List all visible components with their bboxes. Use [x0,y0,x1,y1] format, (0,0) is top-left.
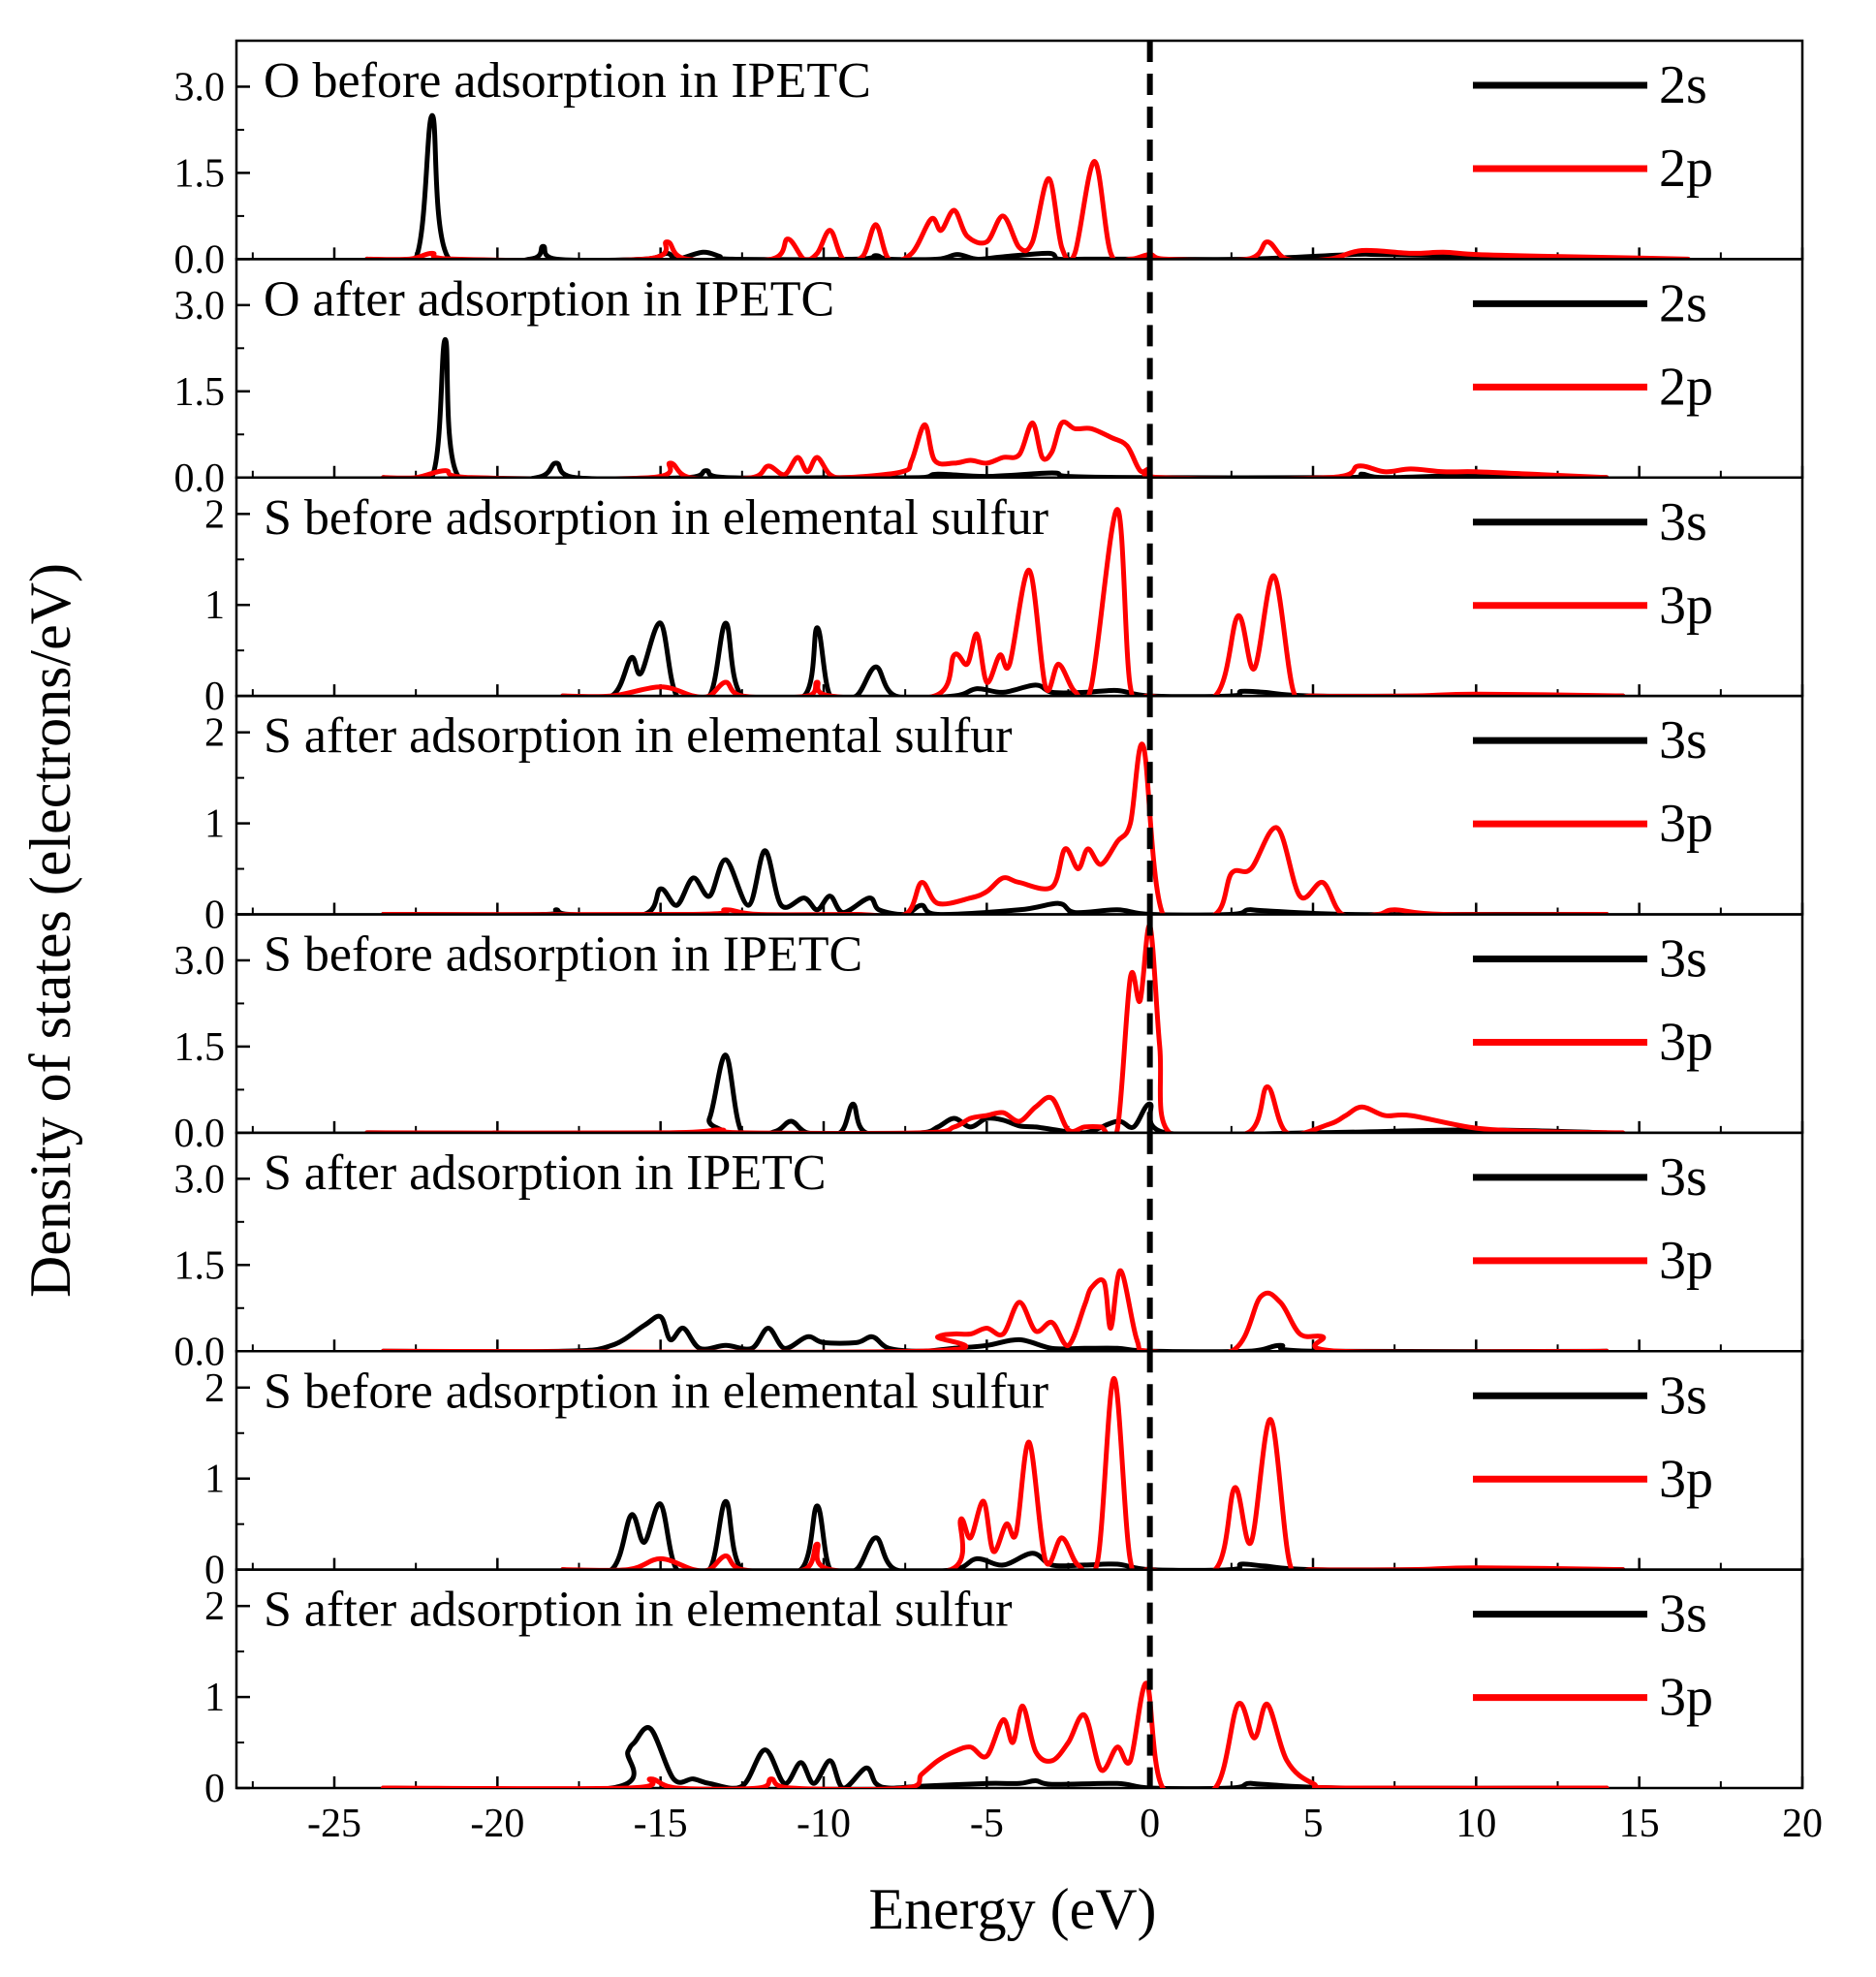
y-tick-label: 1 [204,1676,225,1720]
y-tick-label: 2 [204,711,225,756]
y-tick-label: 1.5 [174,370,226,415]
panel-title: S before adsorption in elemental sulfur [264,1364,1048,1419]
panel-1: 0.0 1.5 3.0 O before adsorption in IPETC 2s 2… [174,39,1804,282]
series-2s-line [381,336,1610,478]
x-tick-label: 0 [1140,1802,1160,1846]
legend-3s-label: 3s [1659,1147,1707,1208]
legend-3p-label: 3p [1659,1013,1713,1073]
y-tick-label: 0 [204,1767,225,1811]
legend-3p-label: 3p [1659,1231,1713,1291]
series-3p-line [381,1680,1610,1788]
y-tick-label: 3.0 [174,939,226,984]
legend-3s-label: 3s [1659,929,1707,989]
series-3p-line [560,507,1626,697]
series-3p-line [560,1375,1626,1570]
x-tick-label: 20 [1782,1802,1823,1846]
y-tick-label: 0 [204,675,225,719]
panel-title: S after adsorption in elemental sulfur [264,708,1013,764]
x-axis-label: Energy (eV) [868,1877,1156,1941]
series-3s-line [381,1725,1610,1788]
x-axis: -25 -20 -15 -10 -5 0 5 10 15 20 [307,1802,1823,1846]
y-tick-label: 0.0 [174,1112,226,1156]
x-tick-label: -10 [797,1802,851,1846]
x-tick-label: -20 [470,1802,524,1846]
legend-2s-label: 2s [1659,55,1707,115]
y-tick-label: 3.0 [174,1157,226,1202]
panel-8: 0 1 2 S after adsorption in elemental sulfu… [204,1568,1804,1811]
y-tick-label: 0.0 [174,237,226,282]
x-tick-label: 15 [1619,1802,1660,1846]
y-tick-label: 1.5 [174,1025,226,1070]
y-tick-label: 0 [204,894,225,938]
panel-title: S after adsorption in elemental sulfur [264,1583,1013,1638]
y-axis-label: Density of states (electrons/eV) [18,563,82,1298]
panel-4: 0 1 2 S after adsorption in elemental sulfu… [204,694,1804,938]
y-tick-label: 1 [204,1458,225,1502]
series-3s-line [381,1313,1610,1352]
legend-3s-label: 3s [1659,1585,1707,1645]
x-tick-label: -25 [307,1802,361,1846]
series-3p-line [381,1268,1610,1352]
series-3p-line [364,923,1626,1133]
series-3p-line [381,741,1610,915]
series-3s-line [364,1052,1610,1133]
y-tick-label: 2 [204,1366,225,1411]
y-tick-label: 0.0 [174,1330,226,1374]
legend-2p-label: 2p [1659,139,1713,199]
series-2s-line [364,112,1674,260]
y-tick-label: 2 [204,1585,225,1629]
panel-5: 0.0 1.5 3.0 S before adsorption in IPETC 3s 3… [174,913,1804,1156]
series-2p-line [381,419,1610,478]
y-tick-label: 1 [204,802,225,847]
panel-title: S after adsorption in IPETC [264,1145,827,1201]
panel-title: S before adsorption in IPETC [264,927,862,983]
panel-frame [234,1568,1804,1790]
legend-3p-label: 3p [1659,1668,1713,1728]
x-tick-label: -15 [634,1802,688,1846]
x-tick-label: 10 [1455,1802,1496,1846]
y-tick-label: 1 [204,583,225,628]
panel-2: 0.0 1.5 3.0 O after adsorption in IPETC 2s 2p [174,258,1804,501]
panel-title: O before adsorption in IPETC [264,53,871,109]
panel-title: O after adsorption in IPETC [264,271,834,327]
panel-7: 0 1 2 S before adsorption in elemental sulf… [204,1350,1804,1593]
legend-3p-label: 3p [1659,576,1713,636]
panel-3: 0 1 2 S before adsorption in elemental sulf… [204,476,1804,719]
y-tick-label: 0.0 [174,456,226,501]
legend-3s-label: 3s [1659,710,1707,770]
y-tick-label: 2 [204,492,225,537]
legend-2s-label: 2s [1659,273,1707,333]
legend-3p-label: 3p [1659,794,1713,854]
legend-3p-label: 3p [1659,1449,1713,1509]
y-tick-label: 3.0 [174,284,226,329]
panel-title: S before adsorption in elemental sulfur [264,490,1048,546]
dos-panels: 0.0 1.5 3.0 O before adsorption in IPETC 2s 2… [174,39,1804,1811]
legend-3s-label: 3s [1659,492,1707,552]
y-tick-label: 1.5 [174,1243,226,1288]
legend-2p-label: 2p [1659,357,1713,417]
y-tick-label: 3.0 [174,65,226,110]
x-tick-label: -5 [970,1802,1004,1846]
x-tick-label: 5 [1303,1802,1324,1846]
series-2p-line [364,159,1691,260]
y-tick-label: 1.5 [174,151,226,196]
panel-6: 0.0 1.5 3.0 S after adsorption in IPETC 3s 3p [174,1131,1804,1374]
legend-3s-label: 3s [1659,1365,1707,1426]
y-tick-label: 0 [204,1549,225,1593]
